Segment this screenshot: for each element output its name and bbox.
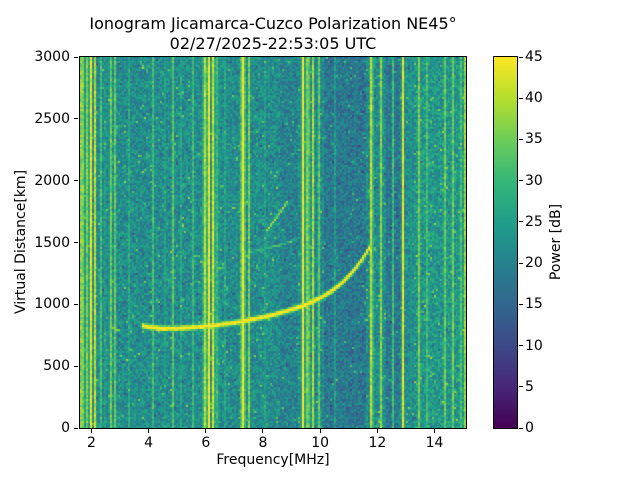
x-tick-mark xyxy=(376,429,378,433)
x-tick-label: 2 xyxy=(86,435,96,451)
y-tick-label: 500 xyxy=(43,358,70,375)
colorbar-tick-label: 40 xyxy=(525,90,543,107)
chart-subtitle: 02/27/2025-22:53:05 UTC xyxy=(169,34,377,53)
x-tick-label: 6 xyxy=(201,435,211,451)
colorbar xyxy=(493,56,518,429)
colorbar-tick-label: 20 xyxy=(525,255,543,272)
y-tick-mark xyxy=(74,56,78,58)
y-tick-label: 0 xyxy=(61,420,70,436)
colorbar-tick-mark xyxy=(519,221,523,223)
y-tick-label: 1000 xyxy=(34,296,70,313)
y-tick-mark xyxy=(74,303,78,305)
colorbar-tick-mark xyxy=(519,56,523,58)
y-tick-label: 1500 xyxy=(34,234,70,251)
x-tick-mark xyxy=(90,429,92,433)
y-tick-mark xyxy=(74,365,78,367)
x-tick-label: 12 xyxy=(368,435,387,451)
colorbar-tick-label: 0 xyxy=(525,420,534,436)
x-tick-label: 4 xyxy=(144,435,154,451)
y-tick-label: 2500 xyxy=(34,110,70,127)
colorbar-tick-mark xyxy=(519,138,523,140)
colorbar-tick-mark xyxy=(519,386,523,388)
plot-area xyxy=(79,56,467,429)
x-tick-label: 10 xyxy=(311,435,330,451)
colorbar-tick-mark xyxy=(519,345,523,347)
chart-title: Ionogram Jicamarca-Cuzco Polarization NE… xyxy=(89,14,457,33)
colorbar-tick-label: 35 xyxy=(525,131,543,148)
y-tick-mark xyxy=(74,427,78,429)
colorbar-tick-mark xyxy=(519,262,523,264)
colorbar-tick-mark xyxy=(519,427,523,429)
x-tick-mark xyxy=(148,429,150,433)
ionogram-heatmap-canvas xyxy=(80,57,466,428)
colorbar-tick-label: 15 xyxy=(525,296,543,313)
colorbar-tick-label: 5 xyxy=(525,378,534,395)
x-tick-label: 8 xyxy=(258,435,268,451)
colorbar-tick-mark xyxy=(519,97,523,99)
y-tick-mark xyxy=(74,242,78,243)
x-tick-mark xyxy=(434,429,436,433)
y-tick-label: 3000 xyxy=(34,49,70,65)
y-tick-mark xyxy=(74,118,78,120)
colorbar-tick-mark xyxy=(519,180,523,182)
colorbar-tick-label: 45 xyxy=(525,49,543,65)
colorbar-gradient-canvas xyxy=(494,57,517,428)
x-tick-label: 14 xyxy=(425,435,444,451)
x-tick-mark xyxy=(319,429,321,433)
x-tick-mark xyxy=(205,429,207,433)
colorbar-tick-label: 25 xyxy=(525,213,543,230)
colorbar-tick-label: 10 xyxy=(525,337,543,354)
x-axis-label: Frequency[MHz] xyxy=(216,452,330,468)
colorbar-tick-mark xyxy=(519,303,523,305)
y-tick-label: 2000 xyxy=(34,172,70,189)
colorbar-tick-label: 30 xyxy=(525,172,543,189)
y-tick-mark xyxy=(74,180,78,182)
x-tick-mark xyxy=(262,429,264,433)
